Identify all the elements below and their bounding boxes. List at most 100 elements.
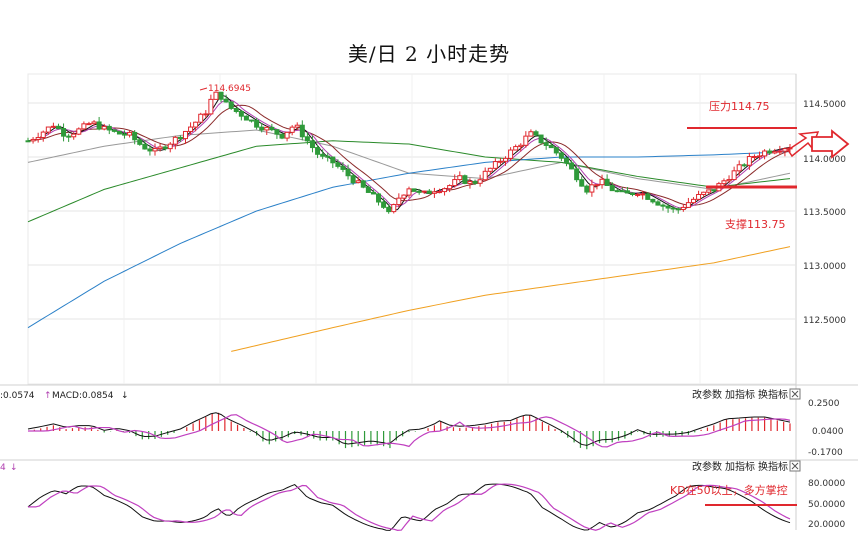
- kd-annotation: KD在50以上，多方掌控: [670, 483, 788, 497]
- candle-body: [497, 160, 503, 163]
- candle-body: [203, 113, 209, 116]
- candle-body: [177, 136, 183, 140]
- candle-body: [472, 180, 478, 184]
- candle-body: [670, 207, 676, 210]
- candle-body: [635, 193, 641, 196]
- candle-body: [249, 119, 255, 122]
- candle-body: [360, 180, 366, 188]
- candle-body: [106, 125, 112, 131]
- candle-body: [696, 193, 702, 200]
- candle-body: [492, 161, 498, 169]
- resistance-label: 压力114.75: [709, 100, 770, 113]
- kd-indicator: [27, 483, 791, 531]
- candle-body: [513, 146, 519, 151]
- candle-body: [76, 128, 82, 135]
- kd-tool-switch[interactable]: 换指标: [758, 460, 788, 473]
- candle-body: [208, 98, 214, 115]
- candle-body: [167, 143, 173, 150]
- candle-body: [467, 180, 473, 184]
- candle-body: [518, 144, 524, 148]
- macd-y-tick-2: -0.1700: [808, 448, 843, 458]
- candle-body: [269, 126, 275, 131]
- uptrend-arrow: [786, 129, 850, 159]
- candle-body: [508, 149, 514, 159]
- candle-body: [746, 156, 752, 166]
- candle-body: [381, 201, 387, 208]
- candle-body: [309, 140, 315, 149]
- kd-d-line: [28, 483, 791, 531]
- candle-body: [533, 131, 539, 136]
- candle-body: [411, 188, 417, 192]
- candle-body: [299, 124, 305, 138]
- candle-body: [233, 107, 239, 112]
- candle-body: [320, 153, 326, 157]
- candle-body: [447, 185, 453, 190]
- candle-body: [147, 148, 153, 152]
- candle-body: [61, 128, 67, 137]
- candle-body: [116, 130, 122, 135]
- y-tick-113.0: 113.0000: [803, 262, 846, 272]
- candle-body: [624, 190, 630, 194]
- candle-body: [442, 188, 448, 193]
- candle-body: [685, 202, 691, 208]
- candle-body: [426, 190, 432, 194]
- kd-tool-add[interactable]: 加指标: [725, 460, 755, 473]
- candle-body: [193, 121, 199, 128]
- macd-close-icon[interactable]: [789, 388, 801, 400]
- candle-body: [762, 150, 768, 157]
- candle-body: [487, 167, 493, 172]
- candle-body: [614, 190, 620, 193]
- candle-body: [630, 192, 636, 196]
- candle-body: [675, 208, 681, 211]
- macd-tool-switch[interactable]: 换指标: [758, 388, 788, 401]
- candle-body: [137, 139, 143, 145]
- candle-body: [243, 115, 249, 121]
- candle-body: [436, 191, 442, 194]
- candle-body: [365, 186, 371, 193]
- candle-body: [376, 193, 382, 203]
- macd-tool-add[interactable]: 加指标: [725, 388, 755, 401]
- candle-body: [462, 175, 468, 184]
- candle-body: [228, 101, 234, 109]
- candle-body: [503, 157, 509, 162]
- candle-body: [198, 113, 204, 123]
- candle-body: [279, 133, 285, 139]
- candle-body: [401, 194, 407, 199]
- candle-body: [284, 131, 290, 139]
- candle-body: [452, 179, 458, 187]
- candle-body: [30, 138, 36, 142]
- candle-body: [111, 129, 117, 132]
- candle-body: [665, 205, 671, 209]
- candle-body: [604, 178, 610, 186]
- candle-body: [431, 191, 437, 194]
- kd-close-icon[interactable]: [789, 460, 801, 472]
- candle-body: [619, 190, 625, 193]
- candle-body: [162, 146, 168, 150]
- chart-title: 美/日 2 小时走势: [347, 42, 511, 66]
- candle-body: [330, 156, 336, 164]
- candle-body: [650, 198, 656, 203]
- candle-body: [350, 175, 356, 184]
- candle-body: [574, 168, 580, 181]
- candle-body: [741, 164, 747, 167]
- candle-body: [640, 193, 646, 196]
- candle-body: [406, 188, 412, 196]
- kd-y-tick-0: 80.0000: [808, 479, 845, 489]
- candle-body: [50, 125, 56, 128]
- candle-body: [122, 133, 128, 136]
- candle-body: [782, 148, 788, 152]
- kd-y-tick-2: 20.0000: [808, 520, 845, 530]
- candle-body: [701, 191, 707, 195]
- candle-body: [421, 190, 427, 193]
- ma-line-ma60: [27, 140, 791, 223]
- candle-body: [736, 164, 742, 172]
- candle-body: [706, 189, 712, 193]
- candle-body: [482, 170, 488, 181]
- candle-body: [264, 126, 270, 131]
- macd-tool-params[interactable]: 改参数: [692, 388, 722, 401]
- candle-body: [690, 198, 696, 204]
- kd-tool-params[interactable]: 改参数: [692, 460, 722, 473]
- candle-body: [594, 184, 600, 187]
- kd-k-line: [27, 483, 791, 531]
